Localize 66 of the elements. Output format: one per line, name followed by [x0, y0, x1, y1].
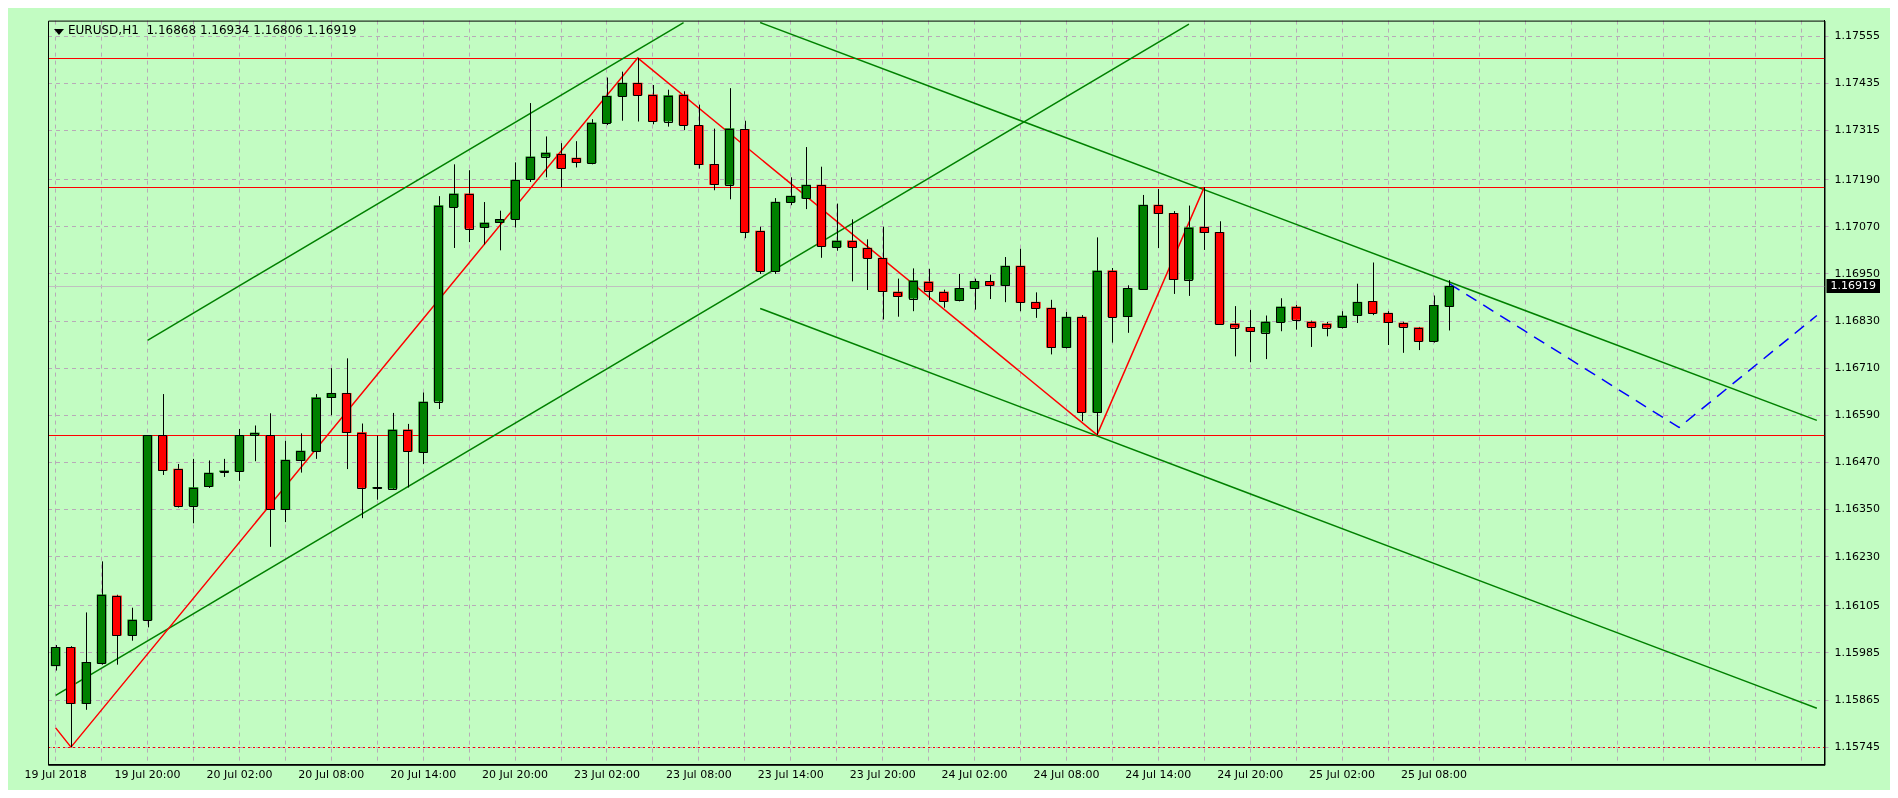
- x-tick-label: 24 Jul 14:00: [1125, 768, 1192, 782]
- y-tick-label: 1.16950: [1834, 266, 1881, 280]
- candlestick: [1276, 297, 1286, 332]
- x-tick-label: 23 Jul 14:00: [757, 768, 824, 782]
- y-tick-label: 1.16230: [1834, 549, 1881, 563]
- y-tick-label: 1.17190: [1834, 172, 1881, 186]
- candlestick: [127, 607, 138, 642]
- x-tick-label: 20 Jul 02:00: [206, 768, 273, 782]
- candlestick: [479, 201, 490, 245]
- candlestick: [571, 140, 582, 168]
- candlestick: [494, 210, 505, 251]
- candlestick: [1245, 309, 1256, 363]
- candlestick: [862, 238, 873, 291]
- candlestick: [1000, 256, 1010, 303]
- candlestick: [954, 273, 965, 302]
- x-tick-label: 19 Jul 20:00: [114, 768, 181, 782]
- candlestick: [893, 278, 903, 318]
- candlestick: [831, 203, 842, 252]
- candlestick: [1383, 310, 1393, 346]
- candlestick: [847, 218, 857, 282]
- candlestick: [525, 102, 536, 183]
- candlestick: [1352, 283, 1363, 324]
- x-tick-label: 24 Jul 02:00: [941, 768, 1008, 782]
- ref-line-label: 1.16919: [1830, 278, 1877, 292]
- candlestick: [1030, 291, 1041, 319]
- y-tick-label: 1.15985: [1834, 645, 1881, 659]
- candlestick: [50, 644, 61, 672]
- x-tick-label: 23 Jul 20:00: [849, 768, 916, 782]
- x-tick-label: 23 Jul 08:00: [665, 768, 732, 782]
- candlestick: [969, 278, 980, 311]
- y-tick-label: 1.16590: [1834, 408, 1881, 422]
- candlestick: [372, 435, 383, 501]
- x-tick-label: 24 Jul 08:00: [1033, 768, 1100, 782]
- x-tick-label: 20 Jul 20:00: [482, 768, 549, 782]
- y-tick-label: 1.16105: [1834, 598, 1881, 612]
- candlestick: [617, 71, 628, 122]
- candlestick: [1413, 326, 1424, 351]
- candlestick: [203, 459, 214, 489]
- x-tick-label: 20 Jul 08:00: [298, 768, 365, 782]
- y-tick-label: 1.16350: [1834, 502, 1881, 516]
- x-tick-label: 25 Jul 08:00: [1401, 768, 1467, 782]
- x-tick-label: 24 Jul 20:00: [1217, 768, 1284, 782]
- y-tick-label: 1.16470: [1834, 455, 1881, 469]
- candlestick: [295, 432, 306, 474]
- x-tick-label: 23 Jul 02:00: [574, 768, 640, 782]
- y-tick-label: 1.17315: [1834, 123, 1881, 137]
- candlestick: [985, 274, 995, 300]
- candlestick: [785, 176, 796, 206]
- x-tick-label: 25 Jul 02:00: [1309, 768, 1376, 782]
- chart-title: EURUSD,H1 1.16868 1.16934 1.16806 1.16919: [68, 22, 357, 37]
- candlestick: [1444, 279, 1455, 331]
- candlestick: [449, 163, 459, 249]
- y-tick-label: 1.17435: [1834, 76, 1881, 90]
- x-tick-label: 20 Jul 14:00: [390, 768, 457, 782]
- y-tick-label: 1.17555: [1834, 29, 1881, 43]
- candlestick: [326, 367, 337, 416]
- candlestick: [801, 146, 811, 210]
- y-tick-label: 1.16830: [1834, 313, 1881, 327]
- y-tick-label: 1.15865: [1834, 692, 1881, 706]
- candlestick: [1367, 262, 1378, 316]
- y-tick-label: 1.15745: [1834, 739, 1881, 753]
- x-tick-label: 19 Jul 2018: [24, 768, 87, 782]
- candlestick: [939, 289, 949, 309]
- candlestick: [219, 458, 229, 478]
- y-tick-label: 1.17070: [1834, 219, 1881, 233]
- y-tick-label: 1.16710: [1834, 361, 1881, 375]
